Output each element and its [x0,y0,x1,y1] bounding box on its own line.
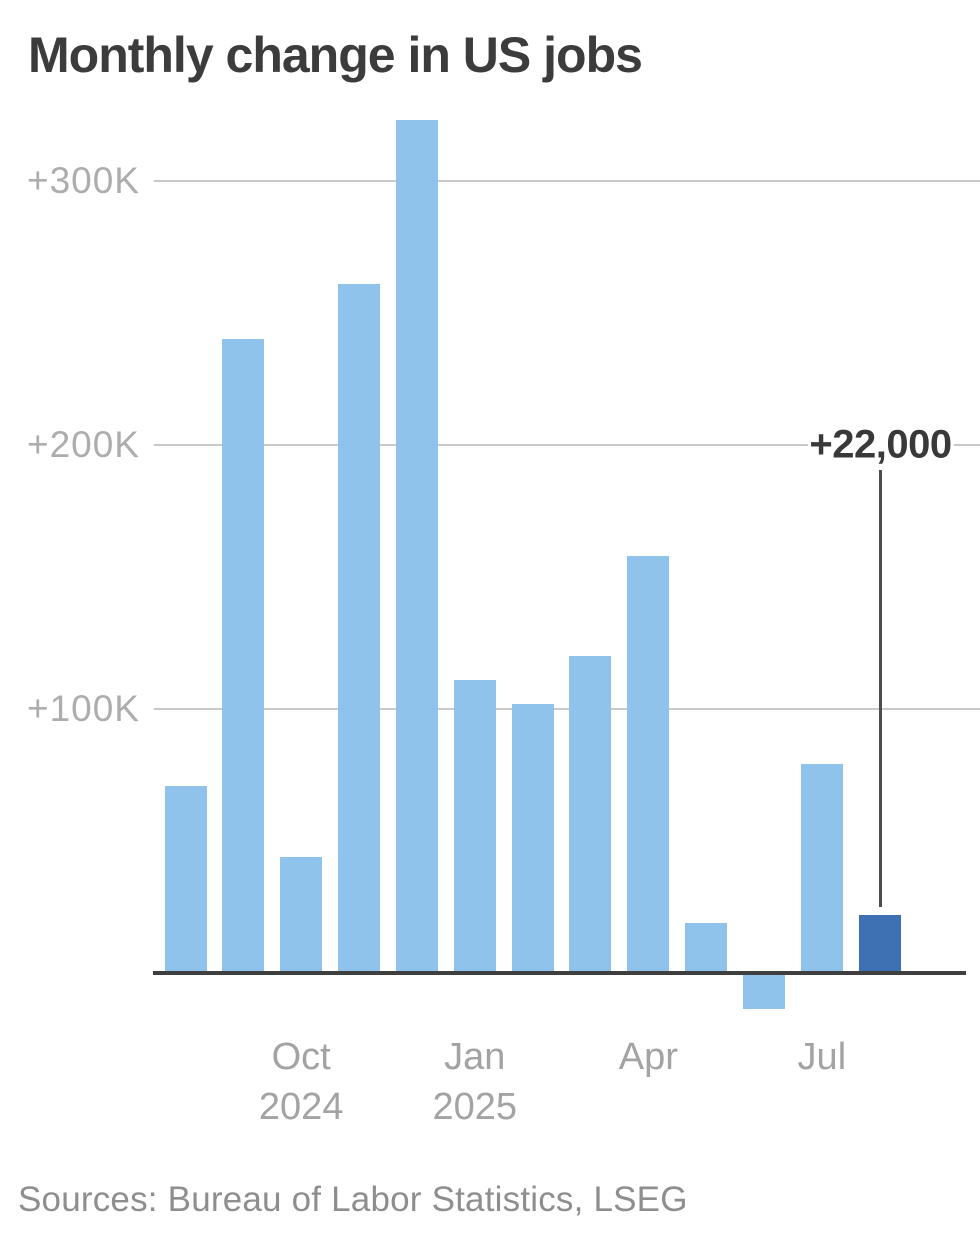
bar-oct-2024 [280,856,323,973]
gridline-300k [154,180,980,182]
y-axis-label-300k: +300K [26,160,140,201]
bar-aug-2024 [164,785,207,973]
bar-may-2025 [685,922,728,973]
x-axis-label-line: Jan [444,1036,506,1078]
bar-jul-2025 [800,764,843,973]
x-axis-label-line: Oct [271,1036,331,1078]
bar-feb-2025 [511,703,554,973]
y-axis-label-200k: +200K [26,424,140,465]
x-axis-label-line: 2024 [258,1086,344,1128]
gridline-200k [154,444,980,446]
bar-jun-2025 [743,975,785,1010]
gridline-100k [154,708,980,710]
x-axis-label-line: Apr [618,1036,678,1078]
chart-title: Monthly change in US jobs [28,27,643,83]
x-axis-label-jan-2025: Jan 2025 [432,1032,517,1132]
bar-mar-2025 [569,656,612,973]
bar-nov-2024 [338,283,381,973]
x-axis-label-oct-2024: Oct 2024 [259,1032,344,1132]
annotation-callout-line [878,470,882,907]
x-axis-label-apr: Apr [619,1032,678,1082]
bar-aug-2025 [858,914,901,973]
bar-jan-2025 [453,679,496,973]
source-note: Sources: Bureau of Labor Statistics, LSE… [18,1180,688,1219]
x-axis-label-line: 2025 [432,1086,518,1128]
bar-dec-2024 [395,120,438,973]
bar-sep-2024 [222,339,265,973]
x-axis-baseline [153,971,966,975]
annotation-label: +22,000 [807,420,954,470]
x-axis-label-jul: Jul [798,1032,847,1082]
bar-apr-2025 [627,555,670,973]
y-axis-label-100k: +100K [26,688,140,729]
x-axis-label-line: Jul [797,1036,847,1078]
